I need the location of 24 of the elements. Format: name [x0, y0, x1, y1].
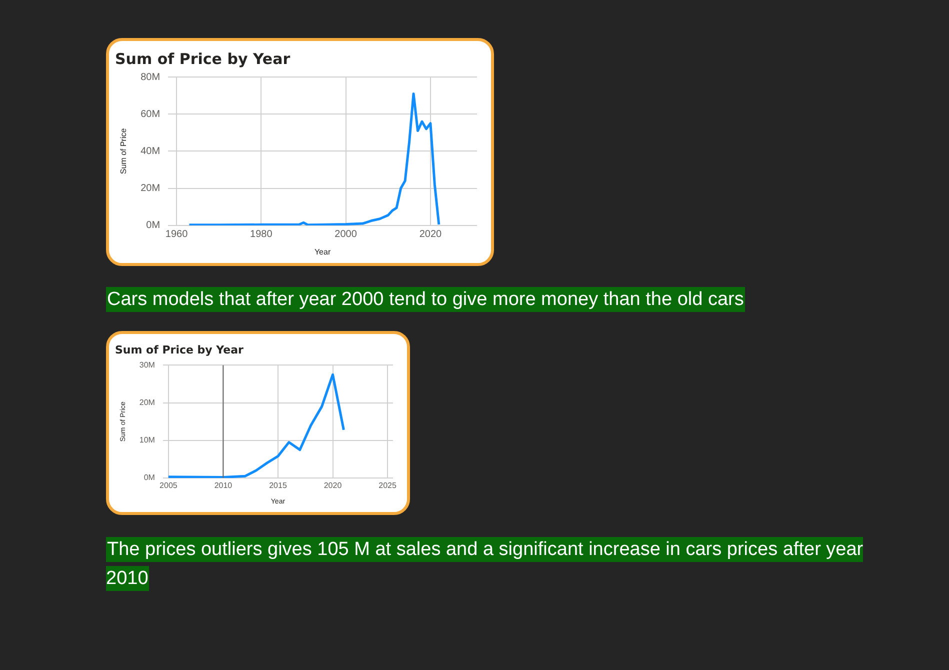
- x-tick-label: 2020: [324, 481, 342, 490]
- y-axis-title: Sum of Price: [119, 128, 128, 174]
- y-tick-label: 40M: [140, 146, 160, 157]
- chart-title: Sum of Price by Year: [115, 343, 244, 356]
- chart-title: Sum of Price by Year: [115, 50, 291, 68]
- y-tick-label: 20M: [140, 183, 160, 194]
- text: Cars models that after year 2000 tend to give more money than the old cars: [106, 287, 745, 312]
- text: The prices outliers gives 105 M at sales and a significant increase in cars prices after year 2010: [106, 537, 864, 591]
- x-tick-label: 2010: [214, 481, 233, 490]
- y-tick-label: 0M: [144, 473, 156, 482]
- y-tick-label: 0M: [146, 220, 160, 232]
- y-tick-label: 10M: [139, 436, 156, 445]
- y-tick-label: 80M: [140, 72, 160, 83]
- y-tick-label: 30M: [139, 360, 156, 370]
- x-tick-label: 2020: [419, 229, 442, 240]
- x-tick-label: 2005: [160, 481, 178, 490]
- x-tick-label: 2000: [334, 229, 358, 240]
- x-tick-label: 2015: [269, 481, 288, 490]
- y-tick-label: 20M: [139, 398, 156, 408]
- x-tick-label: 1980: [250, 229, 273, 240]
- x-tick-label: 1960: [165, 229, 188, 240]
- y-tick-label: 60M: [140, 108, 160, 120]
- x-tick-label: 2025: [378, 481, 397, 490]
- x-axis-title: Year: [314, 247, 331, 256]
